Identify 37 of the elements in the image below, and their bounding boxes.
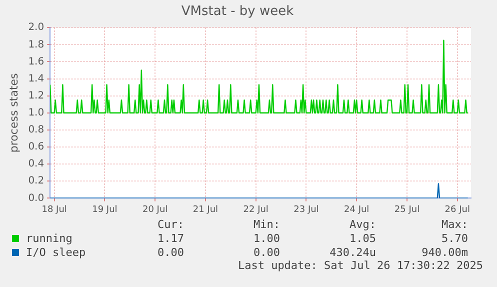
text: Last update: Sat Jul 26 17:30:22 2025 — [236, 259, 484, 272]
text: 1.05 — [348, 232, 376, 245]
x-tick-label: 21 Jul — [192, 204, 218, 215]
x-tick-label: 23 Jul — [294, 204, 319, 215]
text: 1.00 — [252, 232, 280, 245]
y-tick-label: 1.4 — [28, 73, 44, 84]
x-tick-label: 20 Jul — [142, 204, 168, 215]
text: 0.00 — [252, 246, 280, 259]
x-tick-label: 24 Jul — [344, 204, 370, 215]
y-axis-title: process states — [7, 72, 20, 153]
text: 430.24u — [328, 246, 376, 259]
text: Avg: — [348, 218, 376, 231]
y-tick-label: 0.6 — [28, 142, 44, 153]
y-tick-label: 1.2 — [28, 90, 44, 102]
chart-title: VMstat - by week — [181, 4, 294, 20]
text: Min: — [252, 218, 280, 231]
legend-label: running — [26, 232, 74, 245]
y-tick-label: 0.0 — [28, 192, 44, 204]
x-tick-label: 18 Jul — [42, 204, 67, 215]
text: 1.17 — [156, 232, 184, 245]
y-tick-label: 1.6 — [28, 56, 44, 68]
x-tick-label: 22 Jul — [243, 204, 268, 215]
legend-label: I/O sleep — [26, 246, 87, 259]
x-tick-label: 26 Jul — [444, 204, 470, 215]
y-tick-label: 0.2 — [28, 176, 44, 187]
text: 5.70 — [440, 232, 468, 245]
y-tick-label: 0.8 — [28, 124, 44, 136]
y-tick-label: 0.4 — [28, 158, 44, 170]
y-tick-label: 2.0 — [28, 22, 44, 34]
y-tick-label: 1.0 — [28, 107, 44, 118]
x-tick-label: 19 Jul — [92, 204, 118, 215]
text: 940.00m — [420, 246, 468, 259]
y-tick-label: 1.8 — [28, 39, 44, 50]
text: Cur: — [156, 218, 184, 231]
x-tick-label: 25 Jul — [394, 204, 420, 215]
text: Max: — [440, 218, 468, 231]
text: 0.00 — [156, 246, 184, 259]
